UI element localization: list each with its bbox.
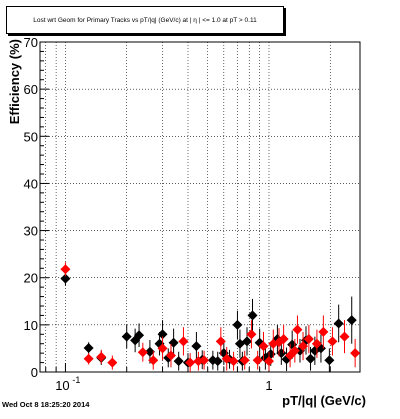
data-point [239,355,250,366]
x-tick-label: 1 [265,378,272,393]
chart-title: Lost wrt Geom for Primary Tracks vs pT/|… [33,16,257,24]
data-point [303,334,314,344]
x-axis-label: pT/|q| (GeV/c) [282,393,366,408]
data-point [242,336,253,347]
data-point [83,353,94,364]
data-point [83,342,94,353]
data-point [318,326,329,337]
data-point [60,264,71,275]
data-point [107,357,118,368]
data-point [247,310,258,321]
data-point [134,330,145,341]
y-tick-label: 10 [24,318,38,333]
data-point [157,329,168,340]
y-tick-label: 20 [24,271,38,286]
data-point [60,273,71,284]
data-point [327,336,338,347]
data-point [252,355,263,366]
data-point [298,341,309,352]
data-point [173,356,184,367]
grid-lines [40,42,360,372]
plot-frame [39,41,361,373]
data-point [178,336,189,347]
y-tick-label: 70 [24,35,38,50]
data-point [263,356,274,367]
data-point [278,334,289,344]
timestamp-label: Wed Oct 8 18:25:20 2014 [2,400,90,409]
data-point [258,341,269,352]
data-point [185,357,196,368]
data-point [324,355,335,366]
data-point [148,355,159,366]
data-point [305,353,316,364]
y-tick-label: 50 [24,129,38,144]
data-point [215,336,226,347]
chart-title-box: Lost wrt Geom for Primary Tracks vs pT/|… [6,6,284,34]
y-tick-label: 60 [24,82,38,97]
data-point [289,345,300,356]
data-point [144,346,155,357]
data-point [199,355,210,366]
data-point [157,343,168,354]
y-axis-label: Efficiency (%) [7,39,22,124]
data-point [212,356,223,367]
data-point [311,338,322,349]
data-point [292,324,303,335]
data-point [121,331,132,342]
data-point [346,315,357,326]
data-point [165,350,176,361]
data-series [60,262,361,372]
y-tick-label: 30 [24,224,38,239]
data-point [137,347,148,358]
data-point [333,318,344,329]
data-point [246,329,257,340]
y-tick-label: 0 [31,365,38,380]
data-point [96,351,107,362]
x-tick-label-exponent: -1 [72,375,80,385]
x-tick-label: 10 [55,378,69,393]
y-tick-label: 40 [24,176,38,191]
data-point [191,341,202,352]
data-point [232,319,243,330]
data-point [339,331,350,342]
data-point [228,356,239,367]
data-point [168,337,179,348]
data-point [350,348,361,359]
